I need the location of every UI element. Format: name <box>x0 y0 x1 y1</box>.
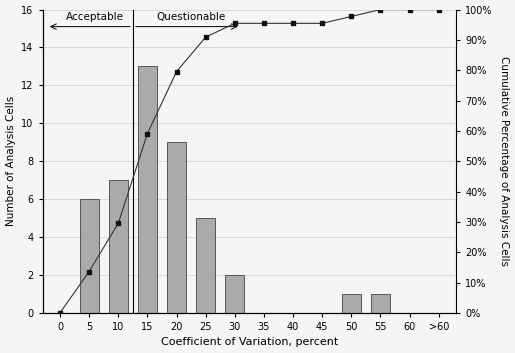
Bar <box>80 199 98 313</box>
Bar <box>371 294 390 313</box>
Bar <box>167 142 186 313</box>
Bar <box>109 180 128 313</box>
Text: Acceptable: Acceptable <box>66 12 124 22</box>
Bar <box>138 66 157 313</box>
Bar <box>342 294 361 313</box>
Y-axis label: Number of Analysis Cells: Number of Analysis Cells <box>6 96 15 226</box>
Bar <box>196 218 215 313</box>
Y-axis label: Cumulative Percentage of Analysis Cells: Cumulative Percentage of Analysis Cells <box>500 56 509 266</box>
X-axis label: Coefficient of Variation, percent: Coefficient of Variation, percent <box>161 337 338 347</box>
Text: Questionable: Questionable <box>157 12 226 22</box>
Bar <box>226 275 244 313</box>
